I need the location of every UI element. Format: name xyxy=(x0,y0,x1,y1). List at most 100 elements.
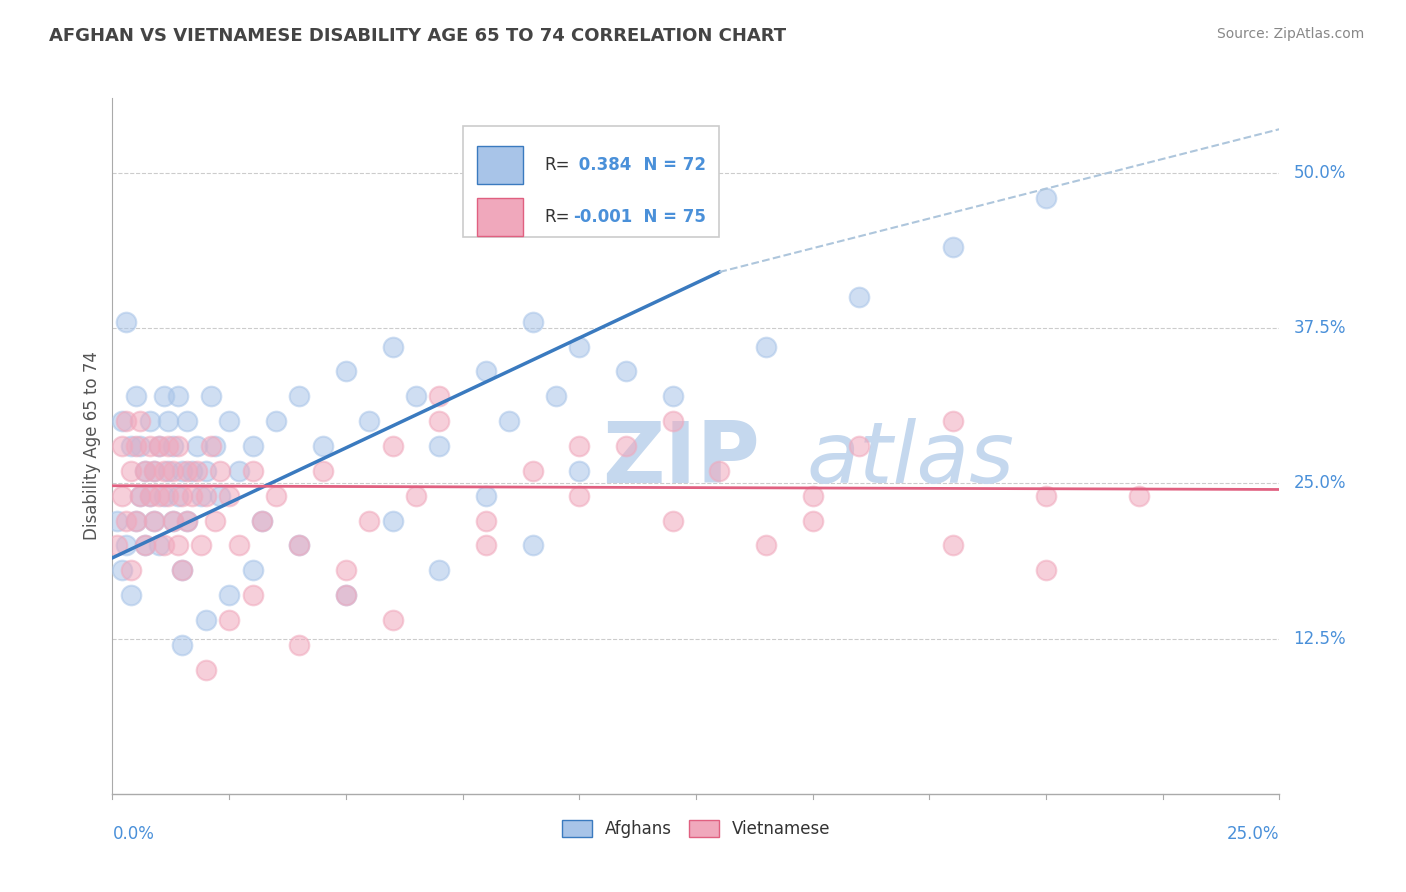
Point xyxy=(190,538,212,552)
Point xyxy=(801,514,824,528)
Point xyxy=(335,588,357,602)
Text: N = 72: N = 72 xyxy=(631,156,706,174)
Point xyxy=(242,563,264,577)
Text: 25.0%: 25.0% xyxy=(1227,825,1279,843)
Text: 0.384: 0.384 xyxy=(574,156,631,174)
Point xyxy=(115,414,138,428)
Point xyxy=(335,364,357,378)
Point xyxy=(848,290,870,304)
Point xyxy=(125,389,148,403)
Point xyxy=(190,489,212,503)
Point xyxy=(848,439,870,453)
Point xyxy=(250,514,273,528)
Point xyxy=(204,514,226,528)
Point xyxy=(176,464,198,478)
Point xyxy=(311,464,333,478)
Point xyxy=(250,514,273,528)
Point xyxy=(105,514,128,528)
Point xyxy=(475,489,498,503)
Point xyxy=(172,563,194,577)
Point xyxy=(172,563,194,577)
Point xyxy=(522,538,544,552)
Point xyxy=(153,464,176,478)
Text: ZIP: ZIP xyxy=(603,418,761,501)
Text: AFGHAN VS VIETNAMESE DISABILITY AGE 65 TO 74 CORRELATION CHART: AFGHAN VS VIETNAMESE DISABILITY AGE 65 T… xyxy=(49,27,786,45)
Point xyxy=(115,514,138,528)
Point xyxy=(1035,190,1057,204)
Point xyxy=(218,613,240,627)
Point xyxy=(125,439,148,453)
Point xyxy=(228,538,250,552)
Point xyxy=(120,563,142,577)
Point xyxy=(475,538,498,552)
Point xyxy=(1035,489,1057,503)
Point xyxy=(157,414,180,428)
Point xyxy=(204,439,226,453)
Point xyxy=(614,439,637,453)
Point xyxy=(755,538,778,552)
Point xyxy=(544,389,567,403)
Point xyxy=(405,489,427,503)
Point xyxy=(143,464,166,478)
Point xyxy=(148,489,170,503)
Point xyxy=(166,389,188,403)
Point xyxy=(120,464,142,478)
Point xyxy=(125,514,148,528)
Text: N = 75: N = 75 xyxy=(631,208,706,227)
Y-axis label: Disability Age 65 to 74: Disability Age 65 to 74 xyxy=(83,351,101,541)
Point xyxy=(522,464,544,478)
Point xyxy=(157,439,180,453)
Point xyxy=(120,439,142,453)
Text: R=: R= xyxy=(544,156,569,174)
Point xyxy=(129,414,152,428)
Point xyxy=(172,489,194,503)
Point xyxy=(162,514,184,528)
Point xyxy=(148,439,170,453)
Point xyxy=(105,538,128,552)
Point xyxy=(427,389,450,403)
Point xyxy=(143,464,166,478)
Point xyxy=(427,563,450,577)
Text: Source: ZipAtlas.com: Source: ZipAtlas.com xyxy=(1216,27,1364,41)
Point xyxy=(153,489,176,503)
Point xyxy=(176,514,198,528)
Point xyxy=(129,439,152,453)
FancyBboxPatch shape xyxy=(477,198,523,236)
Point xyxy=(162,464,184,478)
Point xyxy=(208,489,231,503)
Point xyxy=(661,414,683,428)
Text: R=: R= xyxy=(544,208,569,227)
Point xyxy=(405,389,427,403)
Point xyxy=(381,340,404,354)
Point xyxy=(242,464,264,478)
Point xyxy=(129,489,152,503)
Point xyxy=(942,414,965,428)
Point xyxy=(194,489,217,503)
Text: 50.0%: 50.0% xyxy=(1294,163,1346,182)
FancyBboxPatch shape xyxy=(477,145,523,184)
Point xyxy=(661,514,683,528)
Point xyxy=(115,538,138,552)
Point xyxy=(568,464,591,478)
Point xyxy=(264,489,287,503)
Point xyxy=(568,439,591,453)
Text: 0.0%: 0.0% xyxy=(112,825,155,843)
Point xyxy=(111,439,134,453)
Point xyxy=(139,489,162,503)
Point xyxy=(218,489,240,503)
Point xyxy=(139,489,162,503)
Point xyxy=(200,439,222,453)
Point xyxy=(134,464,156,478)
Point xyxy=(1128,489,1150,503)
Point xyxy=(172,638,194,652)
Text: atlas: atlas xyxy=(807,418,1015,501)
Point xyxy=(111,563,134,577)
Point xyxy=(381,514,404,528)
Point xyxy=(180,489,202,503)
Point xyxy=(157,489,180,503)
Point xyxy=(120,588,142,602)
Point xyxy=(134,538,156,552)
Point xyxy=(194,613,217,627)
Point xyxy=(498,414,520,428)
Text: -0.001: -0.001 xyxy=(574,208,633,227)
